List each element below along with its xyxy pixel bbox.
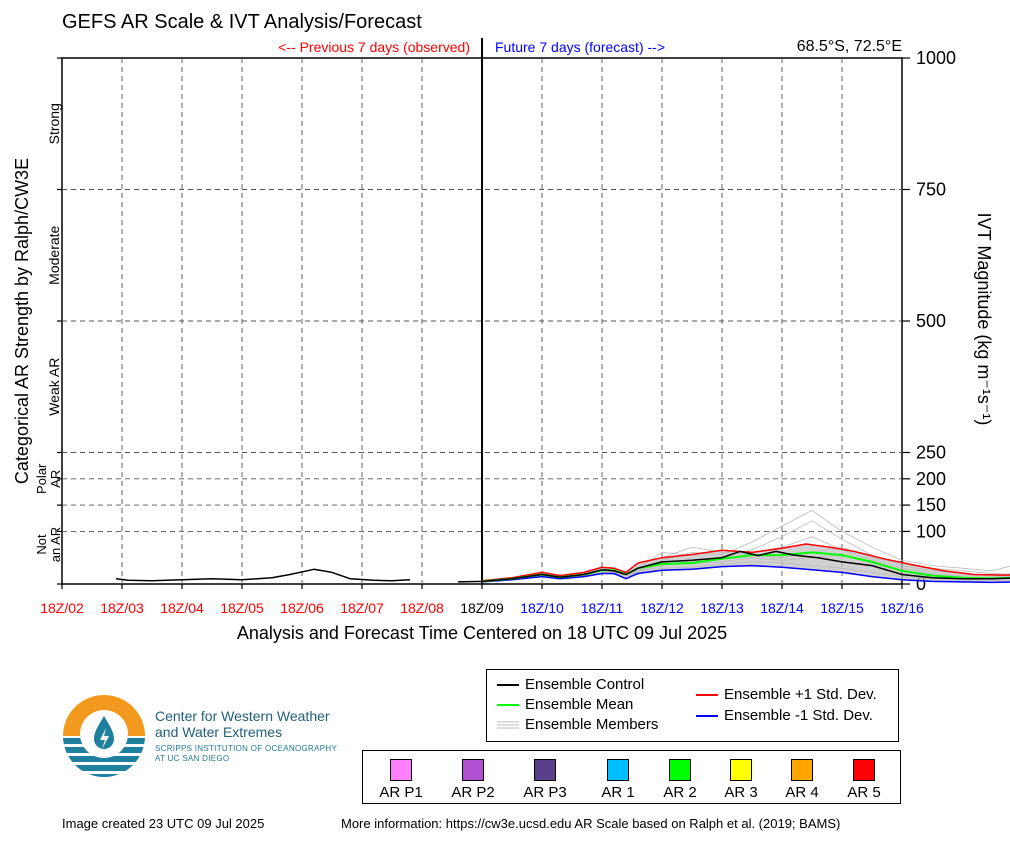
ar-color-box (462, 759, 484, 781)
ar-scale-item: AR 4 (772, 759, 832, 801)
category-label: Not (34, 534, 49, 555)
x-tick-label: 18Z/16 (880, 600, 924, 616)
category-label: Moderate (46, 225, 62, 284)
ar-color-box (607, 759, 629, 781)
y-tick-label: 750 (916, 180, 946, 200)
y-tick-label: 200 (916, 469, 946, 489)
ar-scale-label: AR 3 (724, 784, 758, 801)
ar-scale-label: AR 4 (785, 784, 819, 801)
y-left-axis-label: Categorical AR Strength by Ralph/CW3E (12, 158, 32, 484)
org-sub-line2: AT UC SAN DIEGO (155, 754, 230, 763)
ar-color-box (853, 759, 875, 781)
ar-scale-item: AR P3 (515, 759, 575, 801)
x-tick-label: 18Z/04 (160, 600, 204, 616)
cw3e-logo-icon (63, 695, 145, 777)
org-name-line1: Center for Western Weather (155, 708, 330, 724)
ar-scale-label: AR 2 (663, 784, 697, 801)
x-tick-label: 18Z/09 (460, 600, 504, 616)
ar-scale-label: AR 5 (847, 784, 881, 801)
ar-color-box (534, 759, 556, 781)
org-sub-line1: SCRIPPS INSTITUTION OF OCEANOGRAPHY (155, 744, 338, 753)
legend-mean-label: Ensemble Mean (525, 696, 634, 713)
legend-members: Ensemble Members (497, 716, 658, 733)
ar-scale-label: AR P1 (379, 784, 423, 801)
ar-scale-label: AR 1 (601, 784, 635, 801)
x-tick-label: 18Z/02 (40, 600, 84, 616)
x-tick-label: 18Z/07 (340, 600, 384, 616)
ar-scale-item: AR P1 (371, 759, 431, 801)
previous-days-label: <-- Previous 7 days (observed) (278, 39, 470, 55)
ar-scale-item: AR 1 (588, 759, 648, 801)
ensemble-control-line (115, 568, 411, 582)
more-info-text: More information: https://cw3e.ucsd.edu … (341, 816, 841, 831)
y-tick-label: 250 (916, 443, 946, 463)
image-created-text: Image created 23 UTC 09 Jul 2025 (62, 816, 265, 831)
ensemble-control-line (457, 550, 1010, 583)
ar-color-box (730, 759, 752, 781)
y-tick-label: 0 (916, 574, 926, 594)
ar-color-box (791, 759, 813, 781)
series-legend: Ensemble Control Ensemble Mean Ensemble … (486, 669, 899, 742)
ar-scale-item: AR 3 (711, 759, 771, 801)
category-label: AR (48, 470, 63, 488)
legend-mean-swatch (497, 703, 519, 706)
y-right-axis-label: IVT Magnitude (kg m⁻¹s⁻¹) (974, 213, 994, 426)
ivt-chart: 0 100 150 200 250 500 750 1000 18Z/02 18Z/03 18Z/0… (12, 38, 1010, 616)
legend-minus-sd-swatch (696, 714, 718, 717)
location-label: 68.5°S, 72.5°E (797, 38, 902, 55)
legend-members-swatch (497, 721, 519, 728)
ar-color-box (669, 759, 691, 781)
ar-scale-item: AR 2 (650, 759, 710, 801)
future-days-label: Future 7 days (forecast) --> (495, 39, 665, 55)
x-tick-label: 18Z/03 (100, 600, 144, 616)
x-tick-label: 18Z/06 (280, 600, 324, 616)
category-label: Polar (34, 463, 49, 494)
category-label: an AR (48, 527, 63, 562)
x-tick-label: 18Z/11 (581, 600, 624, 616)
ar-scale-label: AR P3 (523, 784, 567, 801)
ensemble-minus-sd-line (481, 564, 1010, 584)
org-name-line2: and Water Extremes (155, 724, 283, 740)
ar-scale-legend: AR P1 AR P2 AR P3 AR 1 AR 2 AR 3 AR 4 AR… (362, 750, 901, 804)
legend-plus-sd: Ensemble +1 Std. Dev. (696, 686, 877, 703)
x-tick-label: 18Z/14 (760, 600, 804, 616)
x-tick-label: 18Z/15 (820, 600, 864, 616)
category-label: Strong (46, 103, 62, 144)
legend-plus-sd-swatch (696, 693, 718, 696)
x-tick-label: 18Z/13 (700, 600, 744, 616)
legend-mean: Ensemble Mean (497, 696, 633, 713)
legend-control-swatch (497, 683, 519, 686)
page-title: GEFS AR Scale & IVT Analysis/Forecast (62, 11, 422, 33)
legend-minus-sd: Ensemble -1 Std. Dev. (696, 707, 873, 724)
y-tick-label: 500 (916, 311, 946, 331)
ar-color-box (390, 759, 412, 781)
legend-plus-sd-label: Ensemble +1 Std. Dev. (724, 686, 877, 703)
y-tick-label: 100 (916, 521, 946, 541)
category-label: Weak AR (46, 358, 62, 416)
legend-members-label: Ensemble Members (525, 716, 659, 733)
ar-scale-item: AR 5 (834, 759, 894, 801)
legend-minus-sd-label: Ensemble -1 Std. Dev. (724, 707, 873, 724)
ensemble-plus-sd-line (481, 543, 1010, 582)
legend-control-label: Ensemble Control (525, 676, 645, 693)
y-tick-label: 150 (916, 495, 946, 515)
x-tick-label: 18Z/10 (520, 600, 564, 616)
x-tick-label: 18Z/08 (400, 600, 444, 616)
org-subtitle: SCRIPPS INSTITUTION OF OCEANOGRAPHY AT U… (155, 744, 337, 764)
x-tick-label: 18Z/05 (220, 600, 264, 616)
y-tick-label: 1000 (916, 48, 956, 68)
legend-control: Ensemble Control (497, 676, 644, 693)
ar-scale-item: AR P2 (443, 759, 503, 801)
x-tick-label: 18Z/12 (640, 600, 684, 616)
ar-scale-label: AR P2 (451, 784, 495, 801)
x-axis-label: Analysis and Forecast Time Centered on 1… (236, 623, 728, 643)
org-name: Center for Western Weather and Water Ext… (155, 708, 330, 740)
